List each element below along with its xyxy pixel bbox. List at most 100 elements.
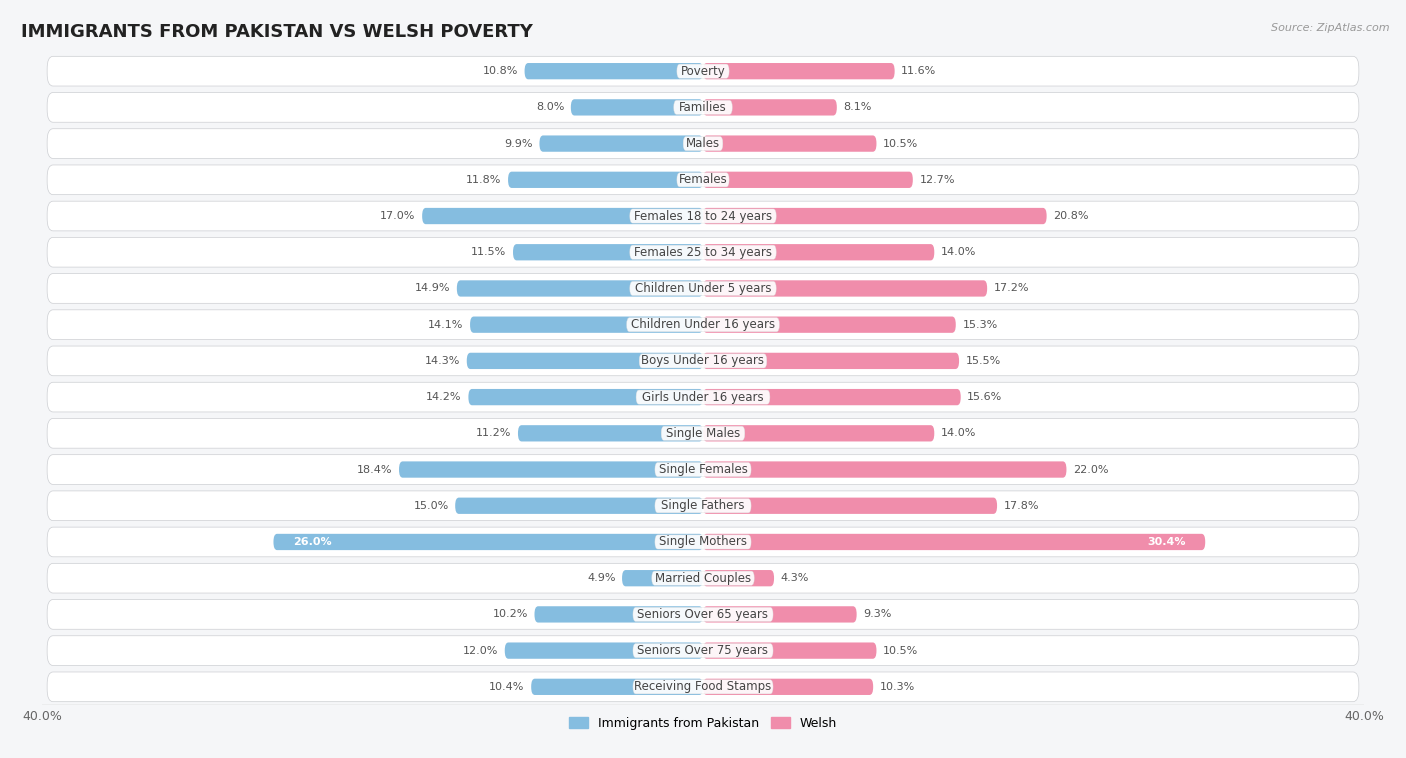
- FancyBboxPatch shape: [676, 64, 730, 78]
- Text: 10.8%: 10.8%: [482, 66, 517, 76]
- FancyBboxPatch shape: [655, 499, 751, 513]
- FancyBboxPatch shape: [627, 318, 779, 332]
- FancyBboxPatch shape: [457, 280, 703, 296]
- Text: 17.2%: 17.2%: [994, 283, 1029, 293]
- Text: 14.1%: 14.1%: [427, 320, 464, 330]
- FancyBboxPatch shape: [48, 274, 1358, 303]
- Text: Females 25 to 34 years: Females 25 to 34 years: [634, 246, 772, 258]
- Text: 22.0%: 22.0%: [1073, 465, 1108, 475]
- Text: 14.2%: 14.2%: [426, 392, 461, 402]
- FancyBboxPatch shape: [703, 171, 912, 188]
- Text: 11.2%: 11.2%: [477, 428, 512, 438]
- FancyBboxPatch shape: [652, 571, 754, 585]
- Text: Children Under 16 years: Children Under 16 years: [631, 318, 775, 331]
- FancyBboxPatch shape: [48, 382, 1358, 412]
- Legend: Immigrants from Pakistan, Welsh: Immigrants from Pakistan, Welsh: [564, 712, 842, 735]
- Text: 17.8%: 17.8%: [1004, 501, 1039, 511]
- FancyBboxPatch shape: [48, 237, 1358, 267]
- FancyBboxPatch shape: [531, 678, 703, 695]
- FancyBboxPatch shape: [48, 600, 1358, 629]
- FancyBboxPatch shape: [630, 245, 776, 259]
- Text: 8.1%: 8.1%: [844, 102, 872, 112]
- Text: Boys Under 16 years: Boys Under 16 years: [641, 355, 765, 368]
- Text: 15.6%: 15.6%: [967, 392, 1002, 402]
- FancyBboxPatch shape: [633, 607, 773, 622]
- Text: 15.3%: 15.3%: [962, 320, 998, 330]
- FancyBboxPatch shape: [703, 136, 876, 152]
- FancyBboxPatch shape: [571, 99, 703, 115]
- FancyBboxPatch shape: [703, 462, 1066, 478]
- FancyBboxPatch shape: [422, 208, 703, 224]
- FancyBboxPatch shape: [399, 462, 703, 478]
- Text: Single Females: Single Females: [658, 463, 748, 476]
- FancyBboxPatch shape: [640, 354, 766, 368]
- FancyBboxPatch shape: [48, 672, 1358, 702]
- FancyBboxPatch shape: [683, 136, 723, 151]
- FancyBboxPatch shape: [676, 173, 730, 187]
- FancyBboxPatch shape: [48, 455, 1358, 484]
- Text: Single Males: Single Males: [666, 427, 740, 440]
- FancyBboxPatch shape: [673, 100, 733, 114]
- Text: 15.0%: 15.0%: [413, 501, 449, 511]
- FancyBboxPatch shape: [513, 244, 703, 261]
- Text: 17.0%: 17.0%: [380, 211, 416, 221]
- FancyBboxPatch shape: [703, 570, 775, 587]
- Text: 8.0%: 8.0%: [536, 102, 564, 112]
- Text: 20.8%: 20.8%: [1053, 211, 1088, 221]
- FancyBboxPatch shape: [703, 678, 873, 695]
- FancyBboxPatch shape: [48, 201, 1358, 231]
- Text: 14.3%: 14.3%: [425, 356, 460, 366]
- Text: 15.5%: 15.5%: [966, 356, 1001, 366]
- FancyBboxPatch shape: [48, 418, 1358, 448]
- FancyBboxPatch shape: [48, 527, 1358, 557]
- FancyBboxPatch shape: [505, 643, 703, 659]
- Text: 26.0%: 26.0%: [294, 537, 332, 547]
- Text: Females 18 to 24 years: Females 18 to 24 years: [634, 209, 772, 223]
- FancyBboxPatch shape: [621, 570, 703, 587]
- FancyBboxPatch shape: [703, 244, 934, 261]
- FancyBboxPatch shape: [48, 491, 1358, 521]
- FancyBboxPatch shape: [540, 136, 703, 152]
- FancyBboxPatch shape: [633, 644, 773, 658]
- Text: Girls Under 16 years: Girls Under 16 years: [643, 390, 763, 403]
- FancyBboxPatch shape: [48, 310, 1358, 340]
- FancyBboxPatch shape: [703, 643, 876, 659]
- FancyBboxPatch shape: [467, 352, 703, 369]
- Text: Seniors Over 65 years: Seniors Over 65 years: [637, 608, 769, 621]
- FancyBboxPatch shape: [48, 56, 1358, 86]
- FancyBboxPatch shape: [703, 425, 934, 441]
- FancyBboxPatch shape: [703, 352, 959, 369]
- Text: Seniors Over 75 years: Seniors Over 75 years: [637, 644, 769, 657]
- Text: 18.4%: 18.4%: [357, 465, 392, 475]
- Text: 10.5%: 10.5%: [883, 646, 918, 656]
- FancyBboxPatch shape: [703, 534, 1205, 550]
- Text: Poverty: Poverty: [681, 64, 725, 77]
- Text: Married Couples: Married Couples: [655, 572, 751, 584]
- Text: 12.7%: 12.7%: [920, 175, 955, 185]
- FancyBboxPatch shape: [703, 208, 1046, 224]
- FancyBboxPatch shape: [661, 426, 745, 440]
- FancyBboxPatch shape: [48, 165, 1358, 195]
- Text: IMMIGRANTS FROM PAKISTAN VS WELSH POVERTY: IMMIGRANTS FROM PAKISTAN VS WELSH POVERT…: [21, 23, 533, 41]
- FancyBboxPatch shape: [703, 389, 960, 406]
- FancyBboxPatch shape: [703, 497, 997, 514]
- Text: 4.3%: 4.3%: [780, 573, 808, 583]
- FancyBboxPatch shape: [630, 209, 776, 223]
- Text: 9.9%: 9.9%: [505, 139, 533, 149]
- Text: 11.5%: 11.5%: [471, 247, 506, 257]
- FancyBboxPatch shape: [517, 425, 703, 441]
- FancyBboxPatch shape: [703, 63, 894, 80]
- FancyBboxPatch shape: [636, 390, 770, 404]
- FancyBboxPatch shape: [633, 680, 773, 694]
- Text: Source: ZipAtlas.com: Source: ZipAtlas.com: [1271, 23, 1389, 33]
- FancyBboxPatch shape: [703, 606, 856, 622]
- FancyBboxPatch shape: [703, 280, 987, 296]
- FancyBboxPatch shape: [630, 281, 776, 296]
- Text: 10.2%: 10.2%: [492, 609, 527, 619]
- Text: 14.9%: 14.9%: [415, 283, 450, 293]
- Text: 11.8%: 11.8%: [465, 175, 502, 185]
- FancyBboxPatch shape: [48, 92, 1358, 122]
- FancyBboxPatch shape: [655, 462, 751, 477]
- Text: Females: Females: [679, 174, 727, 186]
- Text: 11.6%: 11.6%: [901, 66, 936, 76]
